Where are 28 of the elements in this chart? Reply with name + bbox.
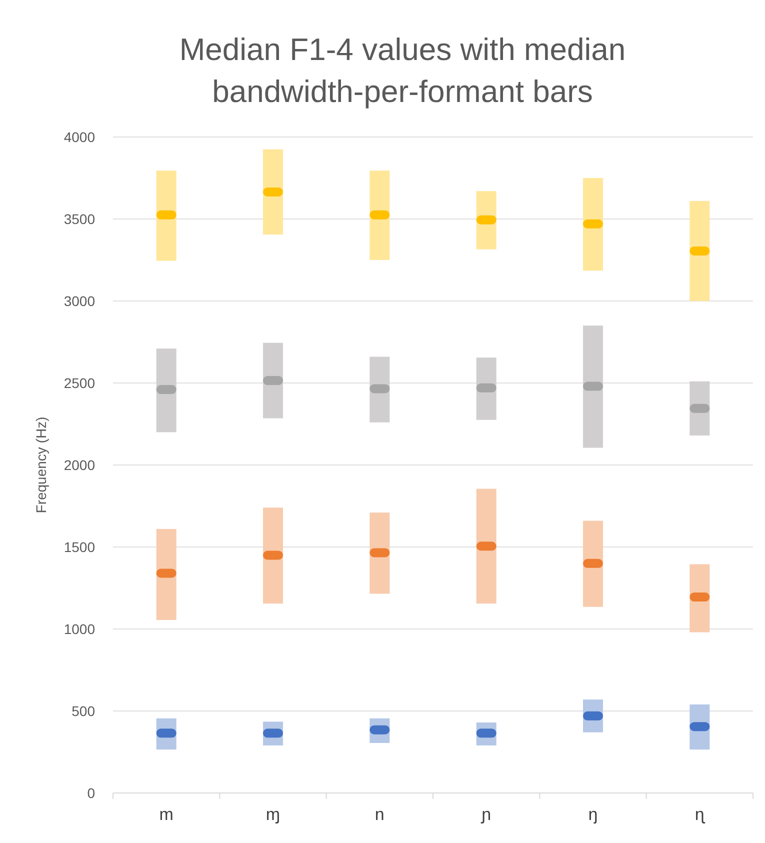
bar bbox=[370, 170, 390, 260]
x-tick-label: n bbox=[374, 805, 384, 824]
y-tick-label: 3500 bbox=[64, 210, 96, 227]
bar bbox=[476, 488, 496, 604]
y-tick-label: 1000 bbox=[64, 620, 96, 637]
y-tick-label: 4000 bbox=[64, 128, 96, 145]
bar bbox=[156, 528, 176, 620]
x-tick-label: ɱ bbox=[266, 805, 280, 824]
x-tick-label: ɲ bbox=[480, 805, 492, 824]
bar bbox=[583, 178, 603, 271]
bar bbox=[263, 342, 283, 418]
y-tick-label: 3000 bbox=[64, 292, 96, 309]
y-tick-label: 1500 bbox=[64, 538, 96, 555]
bar bbox=[583, 520, 603, 607]
bar bbox=[263, 149, 283, 235]
y-tick-label: 2000 bbox=[64, 456, 96, 473]
chart-title: Median F1-4 values with median bandwidth-per-formant bars bbox=[179, 32, 626, 109]
bar bbox=[263, 508, 283, 604]
y-tick-label: 2500 bbox=[64, 374, 96, 391]
y-tick-label: 500 bbox=[72, 702, 96, 719]
x-tick-label: m bbox=[159, 805, 174, 824]
y-tick-label: 0 bbox=[87, 784, 96, 801]
y-axis-title: Frequency (Hz) bbox=[33, 416, 49, 514]
bar bbox=[690, 200, 710, 301]
x-tick-label: ɳ bbox=[694, 805, 706, 824]
x-tick-label: ŋ bbox=[588, 805, 598, 824]
bar bbox=[156, 170, 176, 261]
bar bbox=[583, 326, 603, 448]
